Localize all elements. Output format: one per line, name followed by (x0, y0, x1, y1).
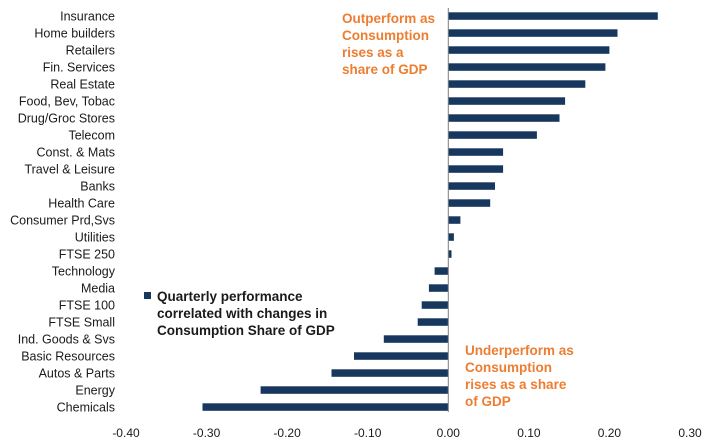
bar-2 (448, 46, 610, 54)
category-label-7: Telecom (68, 128, 115, 142)
category-label-23: Chemicals (57, 400, 115, 414)
bar-23 (202, 403, 449, 411)
category-label-0: Insurance (60, 9, 115, 23)
category-label-22: Energy (75, 383, 115, 397)
category-label-12: Consumer Prd,Svs (10, 213, 115, 227)
bar-17 (421, 301, 449, 309)
annotation-top-line-1: Outperform as (342, 11, 435, 26)
category-label-9: Travel & Leisure (24, 162, 115, 176)
category-label-17: FTSE 100 (59, 298, 115, 312)
bars-group (202, 12, 658, 411)
bar-19 (383, 335, 449, 343)
annotation-outperform: Outperform as Consumption rises as a sha… (342, 11, 435, 77)
x-tick-label-7: 0.30 (678, 426, 702, 440)
bar-13 (448, 233, 454, 241)
bar-5 (448, 97, 566, 105)
bar-8 (448, 148, 504, 156)
category-label-10: Banks (80, 179, 115, 193)
bar-11 (448, 199, 491, 207)
category-label-15: Technology (52, 264, 116, 278)
category-label-11: Health Care (48, 196, 115, 210)
bar-12 (448, 216, 461, 224)
legend-line-1: Quarterly performance (157, 289, 303, 304)
category-label-4: Real Estate (50, 77, 115, 91)
annotation-underperform: Underperform as Consumption rises as a s… (465, 343, 574, 409)
category-label-1: Home builders (34, 26, 115, 40)
x-tick-label-5: 0.10 (517, 426, 541, 440)
bar-21 (331, 369, 449, 377)
bar-1 (448, 29, 618, 37)
annotation-bottom-line-2: Consumption (465, 360, 552, 375)
bar-22 (260, 386, 449, 394)
category-label-19: Ind. Goods & Svs (18, 332, 115, 346)
annotation-bottom-line-4: of GDP (465, 394, 511, 409)
legend-line-2: correlated with changes in (157, 306, 327, 321)
annotation-top-line-2: Consumption (342, 28, 429, 43)
category-label-6: Drug/Groc Stores (18, 111, 115, 125)
x-tick-label-4: 0.00 (437, 426, 461, 440)
category-label-20: Basic Resources (21, 349, 115, 363)
annotation-bottom-line-1: Underperform as (465, 343, 574, 358)
bar-0 (448, 12, 658, 20)
bar-15 (434, 267, 449, 275)
bar-10 (448, 182, 495, 190)
category-label-21: Autos & Parts (39, 366, 115, 380)
bar-7 (448, 131, 537, 139)
x-tick-label-6: 0.20 (598, 426, 622, 440)
category-label-16: Media (81, 281, 115, 295)
bar-9 (448, 165, 504, 173)
x-tick-label-0: -0.40 (112, 426, 140, 440)
bar-18 (417, 318, 449, 326)
bar-3 (448, 63, 606, 71)
legend: Quarterly performance correlated with ch… (144, 289, 335, 338)
annotation-bottom-line-3: rises as a share (465, 377, 567, 392)
bar-6 (448, 114, 560, 122)
x-tick-label-1: -0.30 (193, 426, 221, 440)
category-label-3: Fin. Services (43, 60, 115, 74)
annotation-top-line-3: rises as a (342, 45, 404, 60)
annotation-top-line-4: share of GDP (342, 62, 428, 77)
x-tick-label-3: -0.10 (354, 426, 382, 440)
bar-20 (354, 352, 449, 360)
legend-swatch (144, 292, 151, 299)
category-label-2: Retailers (66, 43, 115, 57)
bar-4 (448, 80, 586, 88)
bar-14 (448, 250, 452, 258)
bar-16 (428, 284, 449, 292)
category-label-13: Utilities (75, 230, 115, 244)
category-label-8: Const. & Mats (37, 145, 116, 159)
x-axis-tick-labels: -0.40 -0.30 -0.20 -0.10 0.00 0.10 0.20 0.30 (112, 426, 702, 440)
legend-line-3: Consumption Share of GDP (157, 323, 335, 338)
category-label-18: FTSE Small (48, 315, 115, 329)
x-tick-label-2: -0.20 (273, 426, 301, 440)
category-label-14: FTSE 250 (59, 247, 115, 261)
category-label-5: Food, Bev, Tobac (19, 94, 115, 108)
category-labels: Insurance Home builders Retailers Fin. Serv… (10, 9, 116, 414)
